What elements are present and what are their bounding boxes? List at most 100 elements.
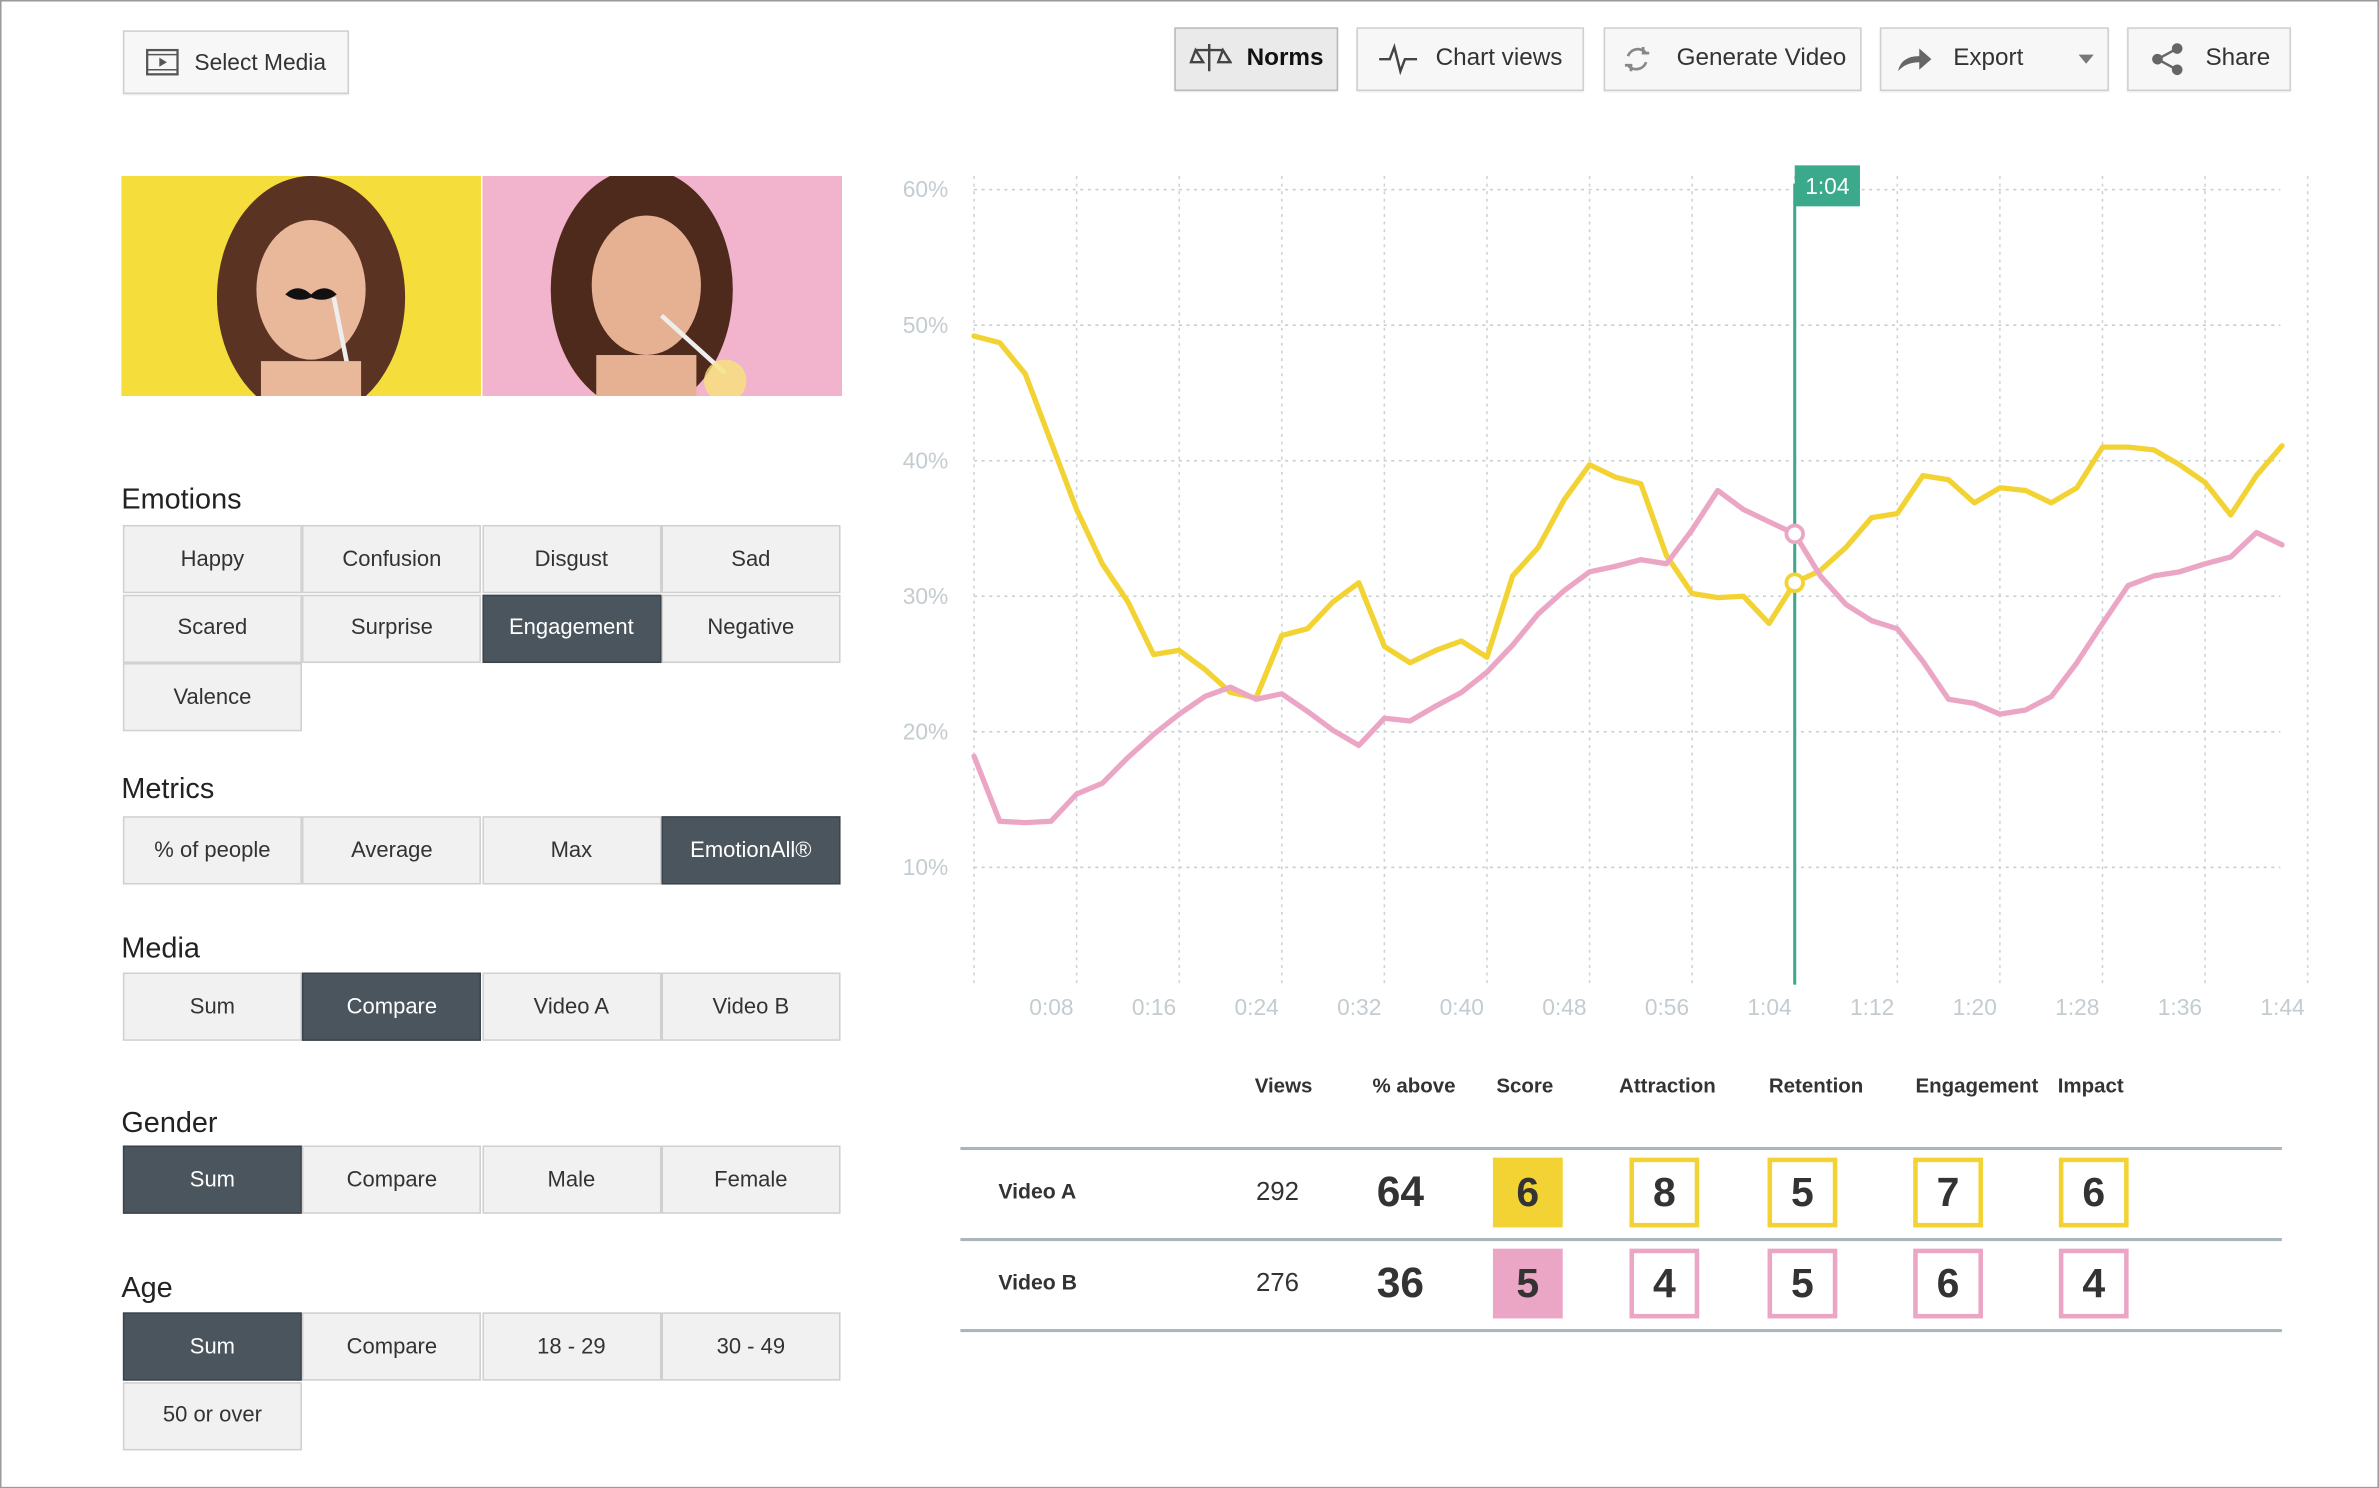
option-button[interactable]: EmotionAll® [661, 816, 841, 885]
cursor-point [1784, 572, 1805, 593]
column-header: % above [1372, 1074, 1456, 1097]
x-tick-label: 1:12 [1850, 994, 1894, 1020]
views-value: 276 [1255, 1268, 1300, 1298]
option-button[interactable]: Happy [122, 524, 302, 594]
row-divider [960, 1238, 2282, 1241]
toolbar-button[interactable]: Export [1879, 27, 2109, 92]
x-tick-label: 1:20 [1953, 994, 1997, 1020]
option-button[interactable]: Compare [302, 972, 482, 1041]
option-button[interactable]: Female [661, 1145, 841, 1214]
option-button[interactable]: 30 - 49 [661, 1312, 841, 1381]
button-icon [1625, 47, 1650, 72]
y-tick-label: 20% [903, 718, 949, 744]
y-tick-label: 30% [903, 583, 949, 609]
option-button[interactable]: Compare [302, 1312, 482, 1381]
button-label: Share [2205, 45, 2271, 72]
button-label: Generate Video [1676, 45, 1847, 72]
option-button[interactable]: Male [481, 1145, 661, 1214]
above-value: 64 [1376, 1168, 1425, 1216]
score-box: 6 [1492, 1157, 1563, 1228]
option-button[interactable]: Confusion [302, 524, 482, 594]
column-header: Retention [1768, 1074, 1864, 1097]
option-button[interactable]: % of people [122, 816, 302, 885]
option-button[interactable]: Surprise [302, 593, 482, 663]
views-value: 292 [1255, 1177, 1300, 1207]
option-button[interactable]: 18 - 29 [481, 1312, 661, 1381]
x-tick-label: 0:24 [1234, 994, 1278, 1020]
score-box: 6 [2058, 1157, 2129, 1228]
cursor-point [1784, 523, 1805, 545]
score-box: 8 [1629, 1157, 1700, 1228]
y-tick-label: 60% [903, 176, 949, 202]
option-button[interactable]: Sum [122, 1312, 302, 1381]
toolbar-button[interactable]: Norms [1174, 27, 1339, 92]
panel-title: Emotions [121, 483, 242, 516]
toolbar-button[interactable]: Chart views [1356, 27, 1584, 92]
x-tick-label: 1:44 [2260, 994, 2304, 1020]
column-header: Attraction [1619, 1074, 1716, 1097]
video-b-thumbnail [482, 175, 843, 396]
option-button[interactable]: Video A [481, 972, 661, 1041]
dropdown-caret [2077, 54, 2094, 64]
option-button[interactable]: Video B [661, 972, 841, 1041]
x-tick-label: 1:36 [2158, 994, 2202, 1020]
select-media-label: Select Media [194, 49, 326, 76]
column-header: Views [1254, 1074, 1313, 1097]
score-box: 4 [1629, 1248, 1700, 1319]
cursor-tag [1794, 165, 1860, 207]
column-header: Engagement [1915, 1074, 2039, 1097]
option-button[interactable]: Sad [661, 524, 841, 594]
option-button[interactable]: Average [302, 816, 482, 885]
row-label: Video B [998, 1269, 1078, 1295]
row-label: Video A [998, 1178, 1077, 1204]
panel-title: Age [121, 1272, 173, 1305]
thumbnail-art [216, 176, 406, 396]
button-icon [1898, 48, 1932, 72]
button-label: Chart views [1435, 45, 1563, 72]
panel-title: Metrics [121, 773, 215, 806]
video-a-thumbnail [121, 175, 481, 396]
option-button[interactable]: Engagement [481, 593, 661, 663]
button-icon [1188, 43, 1232, 72]
row-divider [960, 1147, 2282, 1150]
series-line [971, 333, 2285, 701]
y-tick-label: 10% [903, 854, 949, 880]
thumbnail-art [550, 175, 747, 396]
option-button[interactable]: Sum [122, 972, 302, 1041]
option-button[interactable]: Compare [302, 1145, 482, 1214]
x-tick-label: 1:28 [2055, 994, 2099, 1020]
above-value: 36 [1376, 1259, 1425, 1307]
button-label: Export [1953, 45, 2024, 72]
toolbar-button[interactable]: Share [2127, 27, 2291, 92]
score-box: 6 [1913, 1248, 1983, 1319]
option-button[interactable]: Sum [122, 1145, 302, 1214]
series-line [971, 487, 2285, 826]
column-header: Score [1496, 1074, 1554, 1097]
film-icon [146, 48, 179, 76]
x-tick-label: 0:56 [1645, 994, 1689, 1020]
y-tick-label: 50% [903, 312, 949, 338]
button-label: Norms [1246, 45, 1324, 72]
option-button[interactable]: Max [481, 816, 661, 885]
x-tick-label: 0:40 [1440, 994, 1484, 1020]
cursor-label: 1:04 [1805, 173, 1849, 199]
option-button[interactable]: Negative [661, 593, 841, 663]
select-media-button[interactable]: Select Media [122, 30, 349, 95]
x-tick-label: 1:04 [1747, 994, 1791, 1020]
option-button[interactable]: Valence [122, 663, 302, 732]
option-button[interactable]: Scared [122, 593, 302, 663]
x-tick-label: 0:48 [1542, 994, 1586, 1020]
y-tick-label: 40% [903, 447, 949, 473]
option-button[interactable]: 50 or over [122, 1381, 302, 1450]
option-button[interactable]: Disgust [481, 524, 661, 594]
column-header: Impact [2057, 1074, 2124, 1097]
x-tick-label: 0:08 [1029, 994, 1073, 1020]
row-divider [960, 1329, 2282, 1332]
score-box: 5 [1767, 1248, 1838, 1319]
score-box: 5 [1492, 1248, 1563, 1319]
toolbar-button[interactable]: Generate Video [1603, 27, 1862, 92]
chart: 10% 20% 30% 40% 50% 60% 0:08 0:16 0:24 0:32 0:40 0:… [903, 165, 2309, 1020]
button-icon [1379, 42, 1418, 76]
